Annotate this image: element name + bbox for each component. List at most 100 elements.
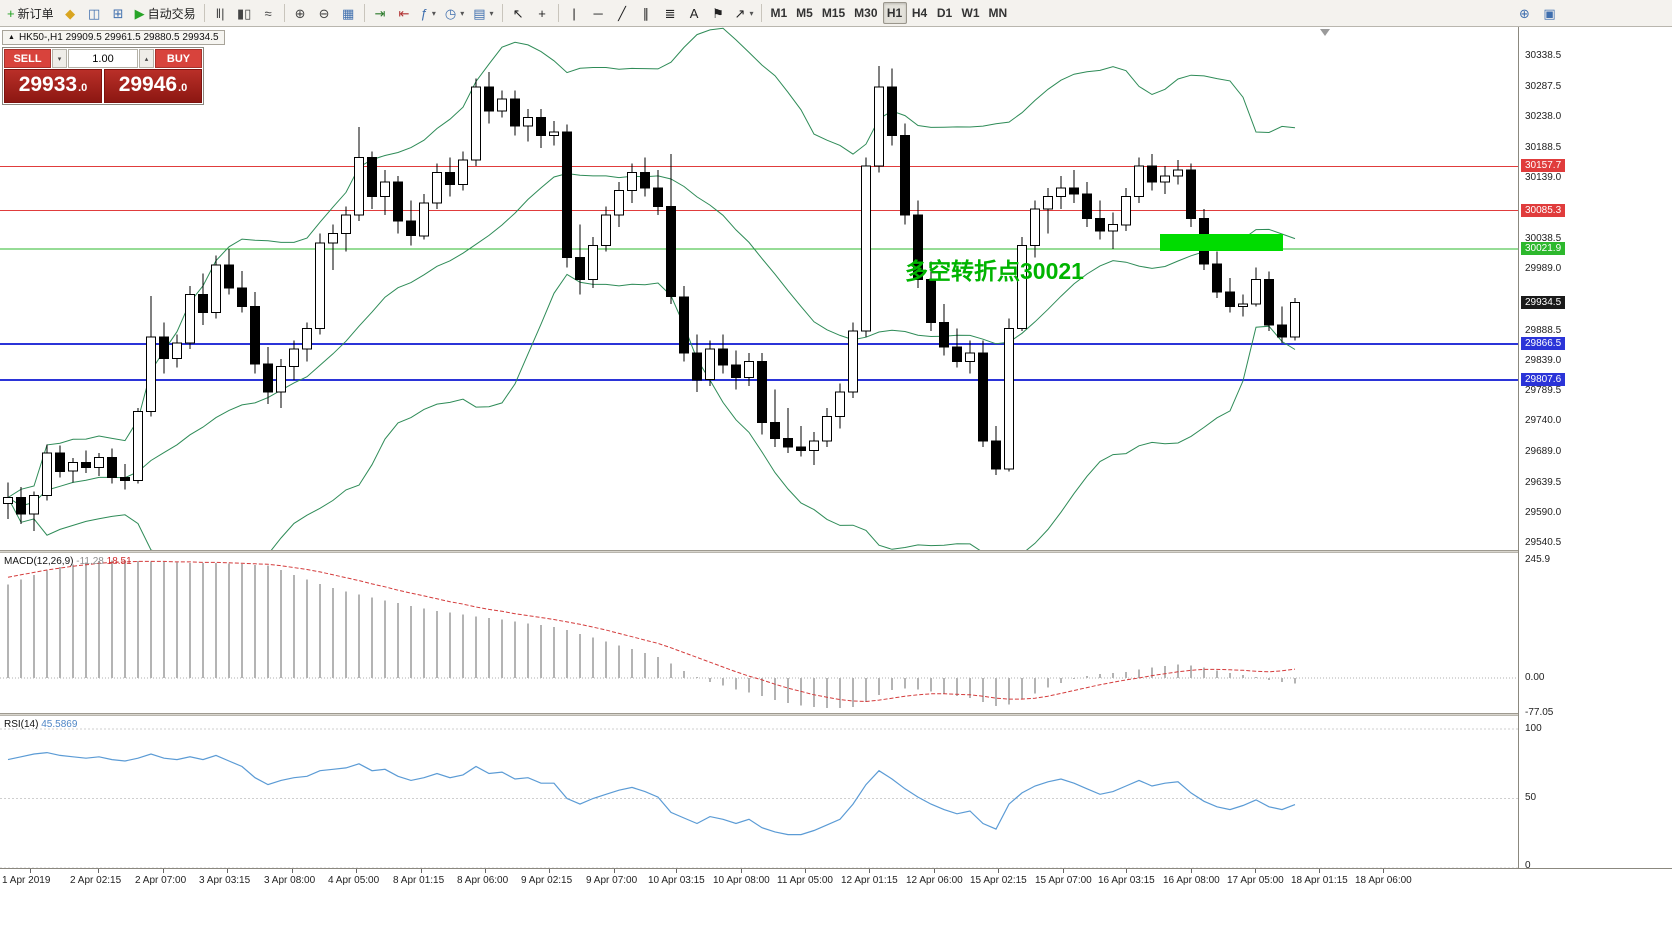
price-tick-label: 29740.0 xyxy=(1525,415,1562,427)
candles-chart-button[interactable]: ▮▯ xyxy=(233,2,256,24)
trendline-button-icon: ╱ xyxy=(618,5,626,21)
time-tick xyxy=(98,869,99,873)
periods-button-caret-icon: ▾ xyxy=(460,8,465,18)
rsi-label: RSI(14) 45.5869 xyxy=(4,719,77,730)
time-label: 10 Apr 03:15 xyxy=(648,875,705,886)
horizontal-line-button[interactable]: ─ xyxy=(587,2,610,24)
magnifier-button-icon: ⊕ xyxy=(1519,5,1530,21)
timeframe-m5[interactable]: M5 xyxy=(792,2,817,24)
periods-button[interactable]: ◷ ▾ xyxy=(441,2,468,24)
timeframe-m1-label: M1 xyxy=(770,6,788,20)
time-label: 8 Apr 01:15 xyxy=(393,875,445,886)
tile-windows-button[interactable]: ▦ xyxy=(337,2,360,24)
timeframe-h4[interactable]: H4 xyxy=(908,2,932,24)
window-button[interactable]: ▣ xyxy=(1538,2,1561,24)
arrows-button[interactable]: ↗ ▾ xyxy=(731,2,758,24)
timeframe-m1[interactable]: M1 xyxy=(766,2,791,24)
caret-down-icon: ▾ xyxy=(57,55,62,63)
templates-button[interactable]: ▤ ▾ xyxy=(469,2,497,24)
panel-separator-macd[interactable] xyxy=(0,550,1672,553)
time-label: 15 Apr 07:00 xyxy=(1035,875,1092,886)
chart-annotation-text[interactable]: 多空转折点30021 xyxy=(905,258,1084,284)
time-label: 10 Apr 08:00 xyxy=(713,875,770,886)
price-tick-label: 29888.5 xyxy=(1525,324,1562,336)
crosshair-button-icon: + xyxy=(538,5,546,21)
zoom-out-button[interactable]: ⊖ xyxy=(313,2,336,24)
bars-chart-button[interactable]: ‖| xyxy=(209,2,232,24)
navigator-button-icon: ⊞ xyxy=(112,5,124,21)
timeframe-h1[interactable]: H1 xyxy=(882,2,907,24)
line-chart-button[interactable]: ≈ xyxy=(257,2,280,24)
time-axis[interactable]: 1 Apr 2019 2 Apr 02:15 2 Apr 07:00 3 Apr 03… xyxy=(0,868,1672,892)
channel-button-icon: ∥ xyxy=(642,5,650,21)
time-tick xyxy=(421,869,422,873)
price-scale[interactable]: 30338.5 30287.5 30238.0 30188.5 30139.0 30038… xyxy=(1518,27,1672,871)
channel-button[interactable]: ∥ xyxy=(635,2,658,24)
price-chart[interactable]: 多空转折点30021 xyxy=(0,27,1518,550)
indicators-button[interactable]: ƒ ▾ xyxy=(417,2,440,24)
highlight-rectangle[interactable] xyxy=(1160,234,1283,251)
rsi-scale-label: 50 xyxy=(1525,792,1537,803)
market-watch-button[interactable]: ◆ xyxy=(59,2,82,24)
trendline-button[interactable]: ╱ xyxy=(611,2,634,24)
time-tick xyxy=(1255,869,1256,873)
vertical-line-button[interactable]: | xyxy=(563,2,586,24)
time-tick xyxy=(292,869,293,873)
text-label-button[interactable]: ⚑ xyxy=(707,2,730,24)
time-label: 9 Apr 07:00 xyxy=(586,875,638,886)
time-label: 11 Apr 05:00 xyxy=(777,875,833,886)
toolbar-separator xyxy=(761,4,763,22)
candles-chart-button-icon: ▮▯ xyxy=(236,5,252,21)
sell-price-decimal: .0 xyxy=(78,82,88,94)
lot-increase-button[interactable]: ▴ xyxy=(139,49,154,68)
panel-separator-rsi[interactable] xyxy=(0,713,1672,716)
macd-signal-line xyxy=(7,560,1296,703)
fibonacci-button[interactable]: ≣ xyxy=(659,2,682,24)
timeframe-w1[interactable]: W1 xyxy=(958,2,984,24)
crosshair-button[interactable]: + xyxy=(531,2,554,24)
zoom-in-button[interactable]: ⊕ xyxy=(289,2,312,24)
price-tick-label: 29639.5 xyxy=(1525,476,1562,488)
cursor-button[interactable]: ↖ xyxy=(507,2,530,24)
chart-shift-button[interactable]: ⇤ xyxy=(393,2,416,24)
macd-panel[interactable] xyxy=(0,553,1518,713)
timeframe-m5-label: M5 xyxy=(796,6,813,20)
autotrading-button[interactable]: ▶ 自动交易 xyxy=(131,2,200,24)
time-label: 16 Apr 03:15 xyxy=(1098,875,1155,886)
rsi-value: 45.5869 xyxy=(41,719,78,730)
time-tick xyxy=(805,869,806,873)
price-tick-label: 30238.0 xyxy=(1525,111,1562,123)
chart-shift-marker[interactable] xyxy=(1320,29,1330,36)
timeframe-d1[interactable]: D1 xyxy=(933,2,957,24)
price-tag: 29934.5 xyxy=(1521,295,1566,309)
magnifier-button[interactable]: ⊕ xyxy=(1513,2,1536,24)
time-tick xyxy=(549,869,550,873)
buy-price-button[interactable]: 29946.0 xyxy=(104,69,202,103)
lot-decrease-button[interactable]: ▾ xyxy=(52,49,67,68)
buy-button[interactable]: BUY xyxy=(155,49,202,68)
price-tick-label: 30038.5 xyxy=(1525,233,1562,245)
text-button[interactable]: A xyxy=(683,2,706,24)
new-order-button-label: 新订单 xyxy=(17,6,54,21)
macd-main-value: -11.28 xyxy=(76,556,104,567)
price-tick-label: 29789.5 xyxy=(1525,385,1562,397)
templates-button-icon: ▤ xyxy=(473,5,486,21)
timeframe-mn[interactable]: MN xyxy=(985,2,1012,24)
lot-size-input[interactable] xyxy=(68,49,138,68)
rsi-name: RSI(14) xyxy=(4,719,39,730)
auto-scroll-button-icon: ⇥ xyxy=(374,5,386,21)
auto-scroll-button[interactable]: ⇥ xyxy=(369,2,392,24)
sell-price-button[interactable]: 29933.0 xyxy=(4,69,102,103)
toolbar-separator xyxy=(501,4,503,22)
sell-button[interactable]: SELL xyxy=(4,49,51,68)
timeframe-m30[interactable]: M30 xyxy=(850,2,881,24)
timeframe-m15[interactable]: M15 xyxy=(818,2,849,24)
data-window-button[interactable]: ◫ xyxy=(83,2,106,24)
rsi-panel[interactable] xyxy=(0,716,1518,868)
new-order-button[interactable]: + 新订单 xyxy=(3,2,58,24)
time-label: 12 Apr 01:15 xyxy=(841,875,898,886)
time-tick xyxy=(614,869,615,873)
time-label: 9 Apr 02:15 xyxy=(521,875,573,886)
timeframe-m30-label: M30 xyxy=(854,6,878,20)
navigator-button[interactable]: ⊞ xyxy=(107,2,130,24)
